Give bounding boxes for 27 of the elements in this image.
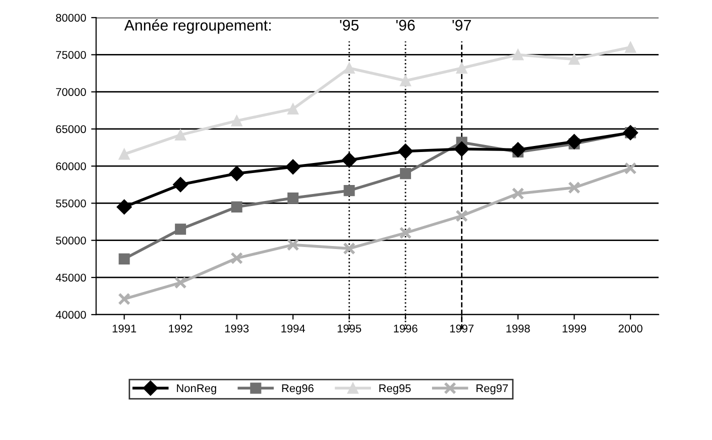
x-tick-label: 1996 <box>394 324 418 332</box>
x-tick-label: 1994 <box>281 324 306 332</box>
y-tick-label: 65000 <box>56 125 86 134</box>
x-tick-label: 1998 <box>506 324 530 332</box>
y-tick-label: 45000 <box>56 274 86 282</box>
x-tick-label: 1991 <box>112 324 136 332</box>
x-tick-label: 1993 <box>225 324 249 332</box>
ref-line-label: '95 <box>340 20 359 31</box>
legend-label: NonReg <box>176 384 216 394</box>
x-tick-label: 1999 <box>562 324 586 332</box>
y-tick-label: 80000 <box>56 14 86 22</box>
ref-line-label: '96 <box>396 20 415 31</box>
legend-label: Reg95 <box>379 384 411 394</box>
y-tick-label: 40000 <box>56 310 86 319</box>
y-tick-label: 70000 <box>56 88 86 96</box>
x-tick-label: 1995 <box>338 324 362 332</box>
x-tick-label: 1997 <box>450 324 474 332</box>
y-tick-label: 55000 <box>56 199 86 208</box>
legend-label: Reg96 <box>282 384 314 394</box>
x-tick-label: 1992 <box>168 324 192 332</box>
y-tick-label: 60000 <box>56 162 86 170</box>
annotation: Année regroupement: <box>124 19 271 34</box>
y-tick-label: 50000 <box>56 236 86 244</box>
y-tick-label: 75000 <box>56 50 86 59</box>
x-tick-label: 2000 <box>618 324 642 332</box>
ref-line-label: '97 <box>452 20 471 31</box>
legend-label: Reg97 <box>476 384 508 394</box>
